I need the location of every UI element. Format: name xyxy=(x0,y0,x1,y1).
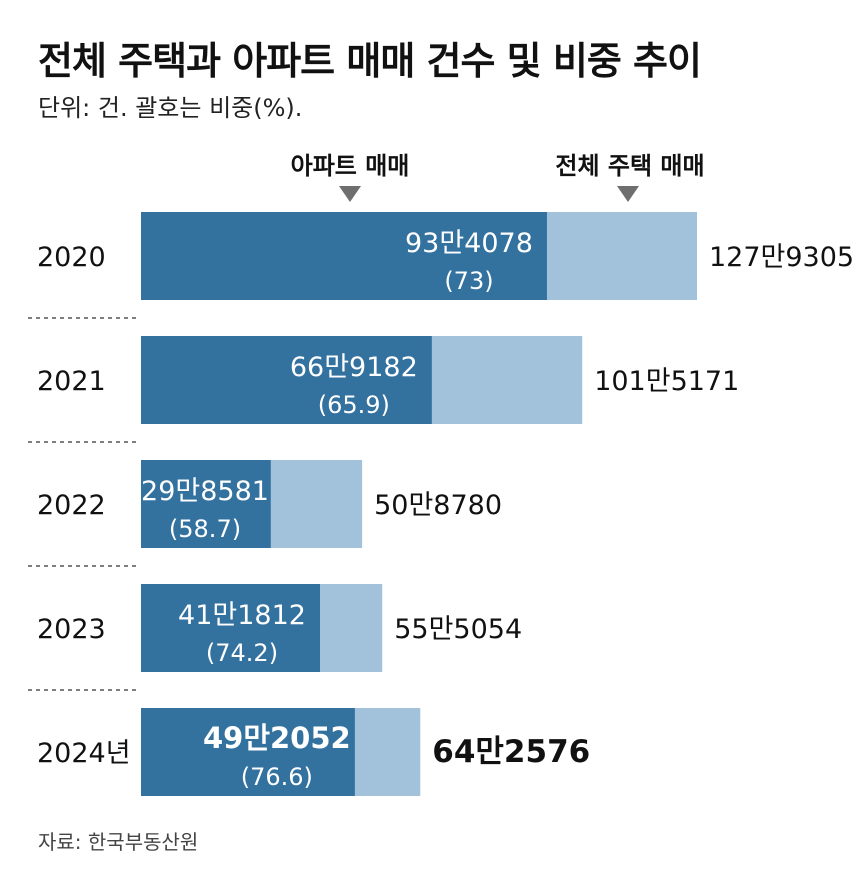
apartment-bar xyxy=(141,336,432,424)
apartment-share-label: (58.7) xyxy=(169,515,241,543)
chart-subtitle: 단위: 건. 괄호는 비중(%). xyxy=(38,94,303,122)
total-value-label: 101만5171 xyxy=(594,366,739,397)
chart-title: 전체 주택과 아파트 매매 건수 및 비중 추이 xyxy=(38,39,702,83)
total-value-label: 50만8780 xyxy=(374,490,502,521)
category-label: 2022 xyxy=(37,490,106,521)
total-value-label: 127만9305 xyxy=(709,242,854,273)
apartment-value-label: 93만4078 xyxy=(405,228,533,259)
category-label: 2024년 xyxy=(37,738,131,769)
source-note: 자료: 한국부동산원 xyxy=(38,830,199,854)
legend-total-arrow-icon xyxy=(617,186,639,202)
category-label: 2023 xyxy=(37,614,106,645)
total-value-label: 64만2576 xyxy=(432,734,590,770)
apartment-share-label: (65.9) xyxy=(318,391,390,419)
apartment-share-label: (73) xyxy=(444,267,493,295)
apartment-bar xyxy=(141,212,547,300)
apartment-bar xyxy=(141,584,320,672)
apartment-value-label: 66만9182 xyxy=(290,352,418,383)
apartment-bar xyxy=(141,460,271,548)
legend-apartment-label: 아파트 매매 xyxy=(290,152,410,180)
total-value-label: 55만5054 xyxy=(394,614,522,645)
legend-apartment-arrow-icon xyxy=(339,186,361,202)
bar-chart: 2020 93만4078 (73) 127만9305 2021 66만9182 (65.9)… xyxy=(28,212,854,796)
apartment-bar xyxy=(141,708,355,796)
category-label: 2020 xyxy=(37,242,106,273)
apartment-value-label: 41만1812 xyxy=(178,600,306,631)
apartment-share-label: (76.6) xyxy=(241,763,313,791)
legend-total-label: 전체 주택 매매 xyxy=(555,152,705,180)
apartment-share-label: (74.2) xyxy=(206,639,278,667)
apartment-value-label: 29만8581 xyxy=(141,476,269,507)
category-label: 2021 xyxy=(37,366,106,397)
apartment-value-label: 49만2052 xyxy=(203,721,351,755)
